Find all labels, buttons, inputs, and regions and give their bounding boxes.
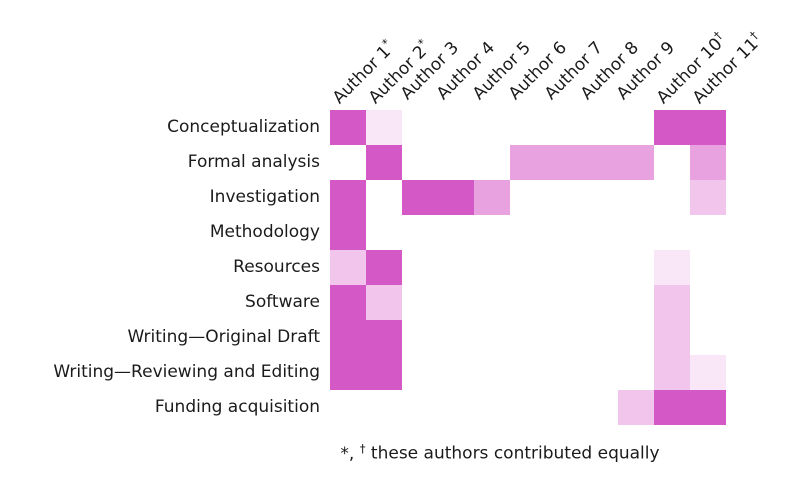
heatmap-cell (366, 250, 402, 285)
footnote-asterisk: *, (340, 443, 360, 464)
heatmap-cell (618, 145, 654, 180)
heatmap-cell (330, 250, 366, 285)
row-label-funding-acquisition: Funding acquisition (154, 397, 320, 417)
heatmap-cell (654, 320, 690, 355)
footnote-symbols: *, † (340, 441, 366, 464)
row-label-conceptualization: Conceptualization (167, 117, 320, 137)
heatmap-cell (582, 145, 618, 180)
heatmap-cell (654, 250, 690, 285)
footnote: *, † these authors contributed equally (270, 441, 730, 464)
col-label-superscript: * (378, 35, 393, 50)
heatmap-cell (546, 145, 582, 180)
heatmap-cell (330, 110, 366, 145)
footnote-dagger: † (359, 441, 366, 455)
heatmap-cell (402, 180, 438, 215)
col-label-superscript: † (710, 28, 725, 43)
col-label-superscript: * (414, 35, 429, 50)
row-label-software: Software (245, 292, 320, 312)
heatmap-cell (366, 320, 402, 355)
heatmap-cell (654, 355, 690, 390)
heatmap-cell (366, 285, 402, 320)
heatmap-cell (510, 145, 546, 180)
heatmap-cell (330, 320, 366, 355)
heatmap-cell (690, 390, 726, 425)
heatmap-cell (330, 355, 366, 390)
heatmap-cell (366, 355, 402, 390)
heatmap-cell (690, 145, 726, 180)
col-label-superscript: † (746, 28, 761, 43)
heatmap-cell (690, 110, 726, 145)
row-label-investigation: Investigation (209, 187, 320, 207)
heatmap-cell (330, 180, 366, 215)
heatmap-cell (690, 355, 726, 390)
heatmap-cell (366, 145, 402, 180)
heatmap-cell (654, 110, 690, 145)
row-label-formal-analysis: Formal analysis (187, 152, 320, 172)
footnote-text: these authors contributed equally (365, 443, 660, 464)
heatmap-cell (330, 285, 366, 320)
heatmap-cell (438, 180, 474, 215)
heatmap-cell (690, 180, 726, 215)
heatmap-cell (330, 215, 366, 250)
heatmap-cell (654, 390, 690, 425)
heatmap-cell (474, 180, 510, 215)
row-label-writing-original-draft: Writing—Original Draft (127, 327, 321, 347)
row-label-resources: Resources (233, 257, 320, 277)
row-label-methodology: Methodology (209, 222, 320, 242)
heatmap-cell (654, 285, 690, 320)
heatmap-cell (618, 390, 654, 425)
row-label-writing-reviewing-and-editing: Writing—Reviewing and Editing (53, 362, 320, 382)
heatmap-cell (366, 110, 402, 145)
